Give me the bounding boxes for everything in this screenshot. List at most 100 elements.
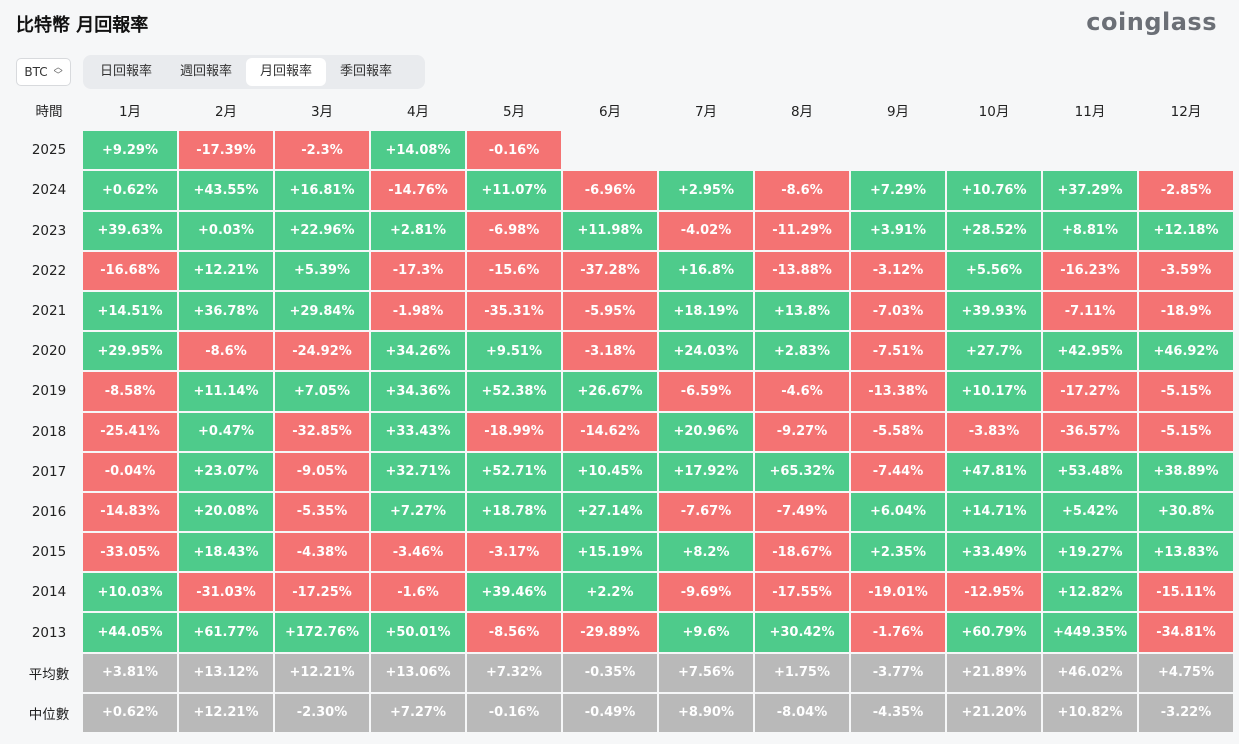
return-cell[interactable]: +11.14% [179,372,273,411]
return-cell[interactable]: +14.71% [947,492,1041,532]
return-cell[interactable]: -14.83% [83,492,177,532]
return-cell[interactable]: -7.11% [1043,291,1137,331]
return-cell[interactable] [1043,131,1137,169]
return-cell[interactable]: -37.28% [563,251,657,290]
return-cell[interactable]: -0.04% [83,452,177,491]
return-cell[interactable]: +5.42% [1043,492,1137,532]
return-cell[interactable]: +38.89% [1139,452,1233,491]
return-cell[interactable]: +0.62% [83,171,177,210]
return-cell[interactable]: -5.15% [1139,412,1233,451]
return-cell[interactable]: +11.98% [563,211,657,250]
return-cell[interactable]: +7.29% [851,171,945,210]
return-cell[interactable]: +2.83% [755,332,849,371]
return-cell[interactable]: -7.67% [659,492,753,532]
return-cell[interactable]: -19.01% [851,573,945,612]
return-cell[interactable]: +22.96% [275,211,369,250]
return-cell[interactable]: +43.55% [179,171,273,210]
return-cell[interactable]: +29.84% [275,291,369,331]
return-cell[interactable]: -25.41% [83,412,177,451]
return-cell[interactable]: +27.7% [947,332,1041,371]
tab-quarterly-return[interactable]: 季回報率 [340,64,393,79]
return-cell[interactable]: -9.27% [755,412,849,451]
return-cell[interactable]: +37.29% [1043,171,1137,210]
return-cell[interactable]: +2.35% [851,533,945,572]
return-cell[interactable]: -6.98% [467,211,561,250]
return-cell[interactable]: -16.23% [1043,251,1137,290]
return-cell[interactable]: +11.07% [467,171,561,210]
return-cell[interactable]: +46.92% [1139,332,1233,371]
return-cell[interactable]: -7.51% [851,332,945,371]
return-cell[interactable]: +2.2% [563,573,657,612]
return-cell[interactable]: -7.49% [755,492,849,532]
return-cell[interactable]: -14.76% [371,171,465,210]
return-cell[interactable]: -1.76% [851,613,945,652]
return-cell[interactable]: -18.99% [467,412,561,451]
return-cell[interactable]: +8.81% [1043,211,1137,250]
return-cell[interactable]: +13.8% [755,291,849,331]
return-cell[interactable]: -13.38% [851,372,945,411]
return-cell[interactable]: -17.25% [275,573,369,612]
return-cell[interactable] [947,131,1041,169]
return-cell[interactable]: +0.03% [179,211,273,250]
return-cell[interactable]: -1.98% [371,291,465,331]
tab-monthly-return[interactable]: 月回報率 [246,58,327,86]
return-cell[interactable]: +5.56% [947,251,1041,290]
return-cell[interactable]: -5.95% [563,291,657,331]
return-cell[interactable]: +44.05% [83,613,177,652]
return-cell[interactable]: +10.03% [83,573,177,612]
return-cell[interactable]: +39.93% [947,291,1041,331]
return-cell[interactable]: -9.05% [275,452,369,491]
return-cell[interactable]: -7.03% [851,291,945,331]
return-cell[interactable]: +23.07% [179,452,273,491]
return-cell[interactable] [1139,131,1233,169]
return-cell[interactable]: +18.78% [467,492,561,532]
return-cell[interactable]: -31.03% [179,573,273,612]
return-cell[interactable]: -3.83% [947,412,1041,451]
return-cell[interactable]: +9.29% [83,131,177,170]
return-cell[interactable]: -15.11% [1139,573,1233,612]
return-cell[interactable]: +20.96% [659,412,753,451]
return-cell[interactable]: +10.17% [947,372,1041,411]
return-cell[interactable]: -16.68% [83,251,177,290]
return-cell[interactable]: -18.67% [755,533,849,572]
return-cell[interactable]: -17.3% [371,251,465,290]
return-cell[interactable]: -8.6% [179,332,273,371]
return-cell[interactable]: -4.38% [275,533,369,572]
return-cell[interactable]: +17.92% [659,452,753,491]
return-cell[interactable]: -17.39% [179,131,273,170]
return-cell[interactable]: -3.18% [563,332,657,371]
return-cell[interactable]: -18.9% [1139,291,1233,331]
return-cell[interactable]: -6.96% [563,171,657,210]
return-cell[interactable]: -33.05% [83,533,177,572]
return-cell[interactable]: -3.59% [1139,251,1233,290]
return-cell[interactable] [563,131,657,169]
return-cell[interactable]: -9.69% [659,573,753,612]
return-cell[interactable]: -4.6% [755,372,849,411]
return-cell[interactable]: +10.45% [563,452,657,491]
return-cell[interactable]: +34.26% [371,332,465,371]
return-cell[interactable]: -17.55% [755,573,849,612]
return-cell[interactable]: +52.71% [467,452,561,491]
return-cell[interactable]: +50.01% [371,613,465,652]
return-cell[interactable]: +39.46% [467,573,561,612]
return-cell[interactable] [659,131,753,169]
return-cell[interactable]: -3.17% [467,533,561,572]
return-cell[interactable]: -2.85% [1139,171,1233,210]
return-cell[interactable]: -2.3% [275,131,369,170]
return-cell[interactable]: -0.16% [467,131,561,170]
return-cell[interactable]: +3.91% [851,211,945,250]
return-cell[interactable]: +14.08% [371,131,465,170]
return-cell[interactable]: -13.88% [755,251,849,290]
return-cell[interactable]: +10.76% [947,171,1041,210]
return-cell[interactable]: +39.63% [83,211,177,250]
return-cell[interactable]: +172.76% [275,613,369,652]
return-cell[interactable]: +18.43% [179,533,273,572]
tab-daily-return[interactable]: 日回報率 [100,64,153,79]
asset-select[interactable]: BTC ︿ ﹀ [16,58,71,86]
return-cell[interactable]: -5.58% [851,412,945,451]
return-cell[interactable]: -17.27% [1043,372,1137,411]
return-cell[interactable]: -7.44% [851,452,945,491]
return-cell[interactable]: +61.77% [179,613,273,652]
return-cell[interactable]: +34.36% [371,372,465,411]
return-cell[interactable]: -8.56% [467,613,561,652]
